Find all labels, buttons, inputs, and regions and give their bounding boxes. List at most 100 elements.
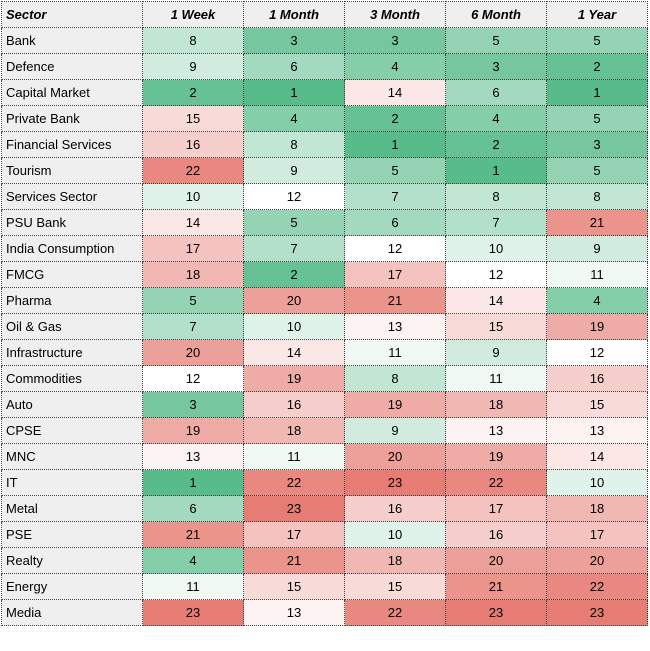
heatmap-cell: 20 [546,547,648,574]
heatmap-cell: 17 [546,521,648,548]
sector-label: Commodities [1,365,143,392]
table-row: Auto 3 16 19 18 15 [1,391,648,418]
heatmap-cell: 18 [546,495,648,522]
sector-label: FMCG [1,261,143,288]
heatmap-cell: 23 [142,599,244,626]
heatmap-cell: 5 [546,27,648,54]
heatmap-cell: 13 [243,599,345,626]
sector-label: IT [1,469,143,496]
heatmap-cell: 7 [243,235,345,262]
heatmap-cell: 1 [546,79,648,106]
table-row: India Consumption 17 7 12 10 9 [1,235,648,262]
heatmap-cell: 23 [243,495,345,522]
sector-label: Infrastructure [1,339,143,366]
heatmap-cell: 22 [142,157,244,184]
heatmap-cell: 5 [546,105,648,132]
heatmap-cell: 20 [344,443,446,470]
sector-label: Oil & Gas [1,313,143,340]
sector-label: Defence [1,53,143,80]
heatmap-cell: 4 [344,53,446,80]
heatmap-cell: 9 [142,53,244,80]
sector-label: Financial Services [1,131,143,158]
heatmap-cell: 2 [142,79,244,106]
heatmap-cell: 22 [546,573,648,600]
heatmap-cell: 5 [142,287,244,314]
heatmap-cell: 9 [445,339,547,366]
sector-label: Pharma [1,287,143,314]
table-row: PSE 21 17 10 16 17 [1,521,648,548]
heatmap-cell: 5 [344,157,446,184]
sector-label: Services Sector [1,183,143,210]
heatmap-cell: 2 [243,261,345,288]
heatmap-cell: 12 [546,339,648,366]
heatmap-cell: 14 [344,79,446,106]
heatmap-cell: 20 [445,547,547,574]
table-row: Financial Services 16 8 1 2 3 [1,131,648,158]
heatmap-cell: 3 [344,27,446,54]
heatmap-cell: 5 [546,157,648,184]
heatmap-cell: 15 [142,105,244,132]
sector-column-header: Sector [1,1,143,28]
table-row: Defence 9 6 4 3 2 [1,53,648,80]
table-row: FMCG 18 2 17 12 11 [1,261,648,288]
heatmap-cell: 23 [445,599,547,626]
sector-label: PSU Bank [1,209,143,236]
heatmap-cell: 6 [243,53,345,80]
heatmap-cell: 2 [344,105,446,132]
heatmap-cell: 8 [445,183,547,210]
heatmap-cell: 15 [445,313,547,340]
heatmap-cell: 7 [344,183,446,210]
heatmap-cell: 22 [344,599,446,626]
heatmap-cell: 16 [344,495,446,522]
heatmap-cell: 16 [243,391,345,418]
heatmap-cell: 19 [344,391,446,418]
heatmap-cell: 17 [445,495,547,522]
sector-label: PSE [1,521,143,548]
table-row: Realty 4 21 18 20 20 [1,547,648,574]
heatmap-cell: 7 [445,209,547,236]
heatmap-cell: 12 [445,261,547,288]
table-row: Media 23 13 22 23 23 [1,599,648,626]
sector-label: MNC [1,443,143,470]
heatmap-cell: 9 [344,417,446,444]
heatmap-cell: 5 [243,209,345,236]
heatmap-cell: 15 [243,573,345,600]
sector-label: Energy [1,573,143,600]
heatmap-cell: 4 [445,105,547,132]
heatmap-cell: 14 [445,287,547,314]
heatmap-cell: 13 [445,417,547,444]
heatmap-cell: 10 [344,521,446,548]
heatmap-cell: 16 [142,131,244,158]
heatmap-cell: 11 [142,573,244,600]
heatmap-cell: 20 [243,287,345,314]
sector-label: Realty [1,547,143,574]
heatmap-cell: 13 [142,443,244,470]
heatmap-cell: 1 [142,469,244,496]
heatmap-cell: 10 [243,313,345,340]
heatmap-cell: 3 [546,131,648,158]
heatmap-cell: 19 [243,365,345,392]
heatmap-cell: 10 [546,469,648,496]
sector-label: Media [1,599,143,626]
column-header-3-month: 3 Month [344,1,446,28]
heatmap-body: Bank 8 3 3 5 5 Defence 9 6 4 3 2 Capital Market 2 1 14 6… [1,27,648,626]
table-row: MNC 13 11 20 19 14 [1,443,648,470]
heatmap-cell: 19 [445,443,547,470]
heatmap-cell: 18 [445,391,547,418]
table-row: Energy 11 15 15 21 22 [1,573,648,600]
heatmap-cell: 9 [546,235,648,262]
table-row: Services Sector 10 12 7 8 8 [1,183,648,210]
heatmap-cell: 14 [142,209,244,236]
heatmap-cell: 17 [243,521,345,548]
heatmap-cell: 8 [142,27,244,54]
heatmap-cell: 2 [445,131,547,158]
heatmap-cell: 1 [445,157,547,184]
heatmap-cell: 12 [243,183,345,210]
heatmap-cell: 19 [546,313,648,340]
heatmap-cell: 22 [445,469,547,496]
sector-label: India Consumption [1,235,143,262]
heatmap-cell: 21 [546,209,648,236]
table-row: CPSE 19 18 9 13 13 [1,417,648,444]
table-row: Pharma 5 20 21 14 4 [1,287,648,314]
heatmap-cell: 1 [344,131,446,158]
